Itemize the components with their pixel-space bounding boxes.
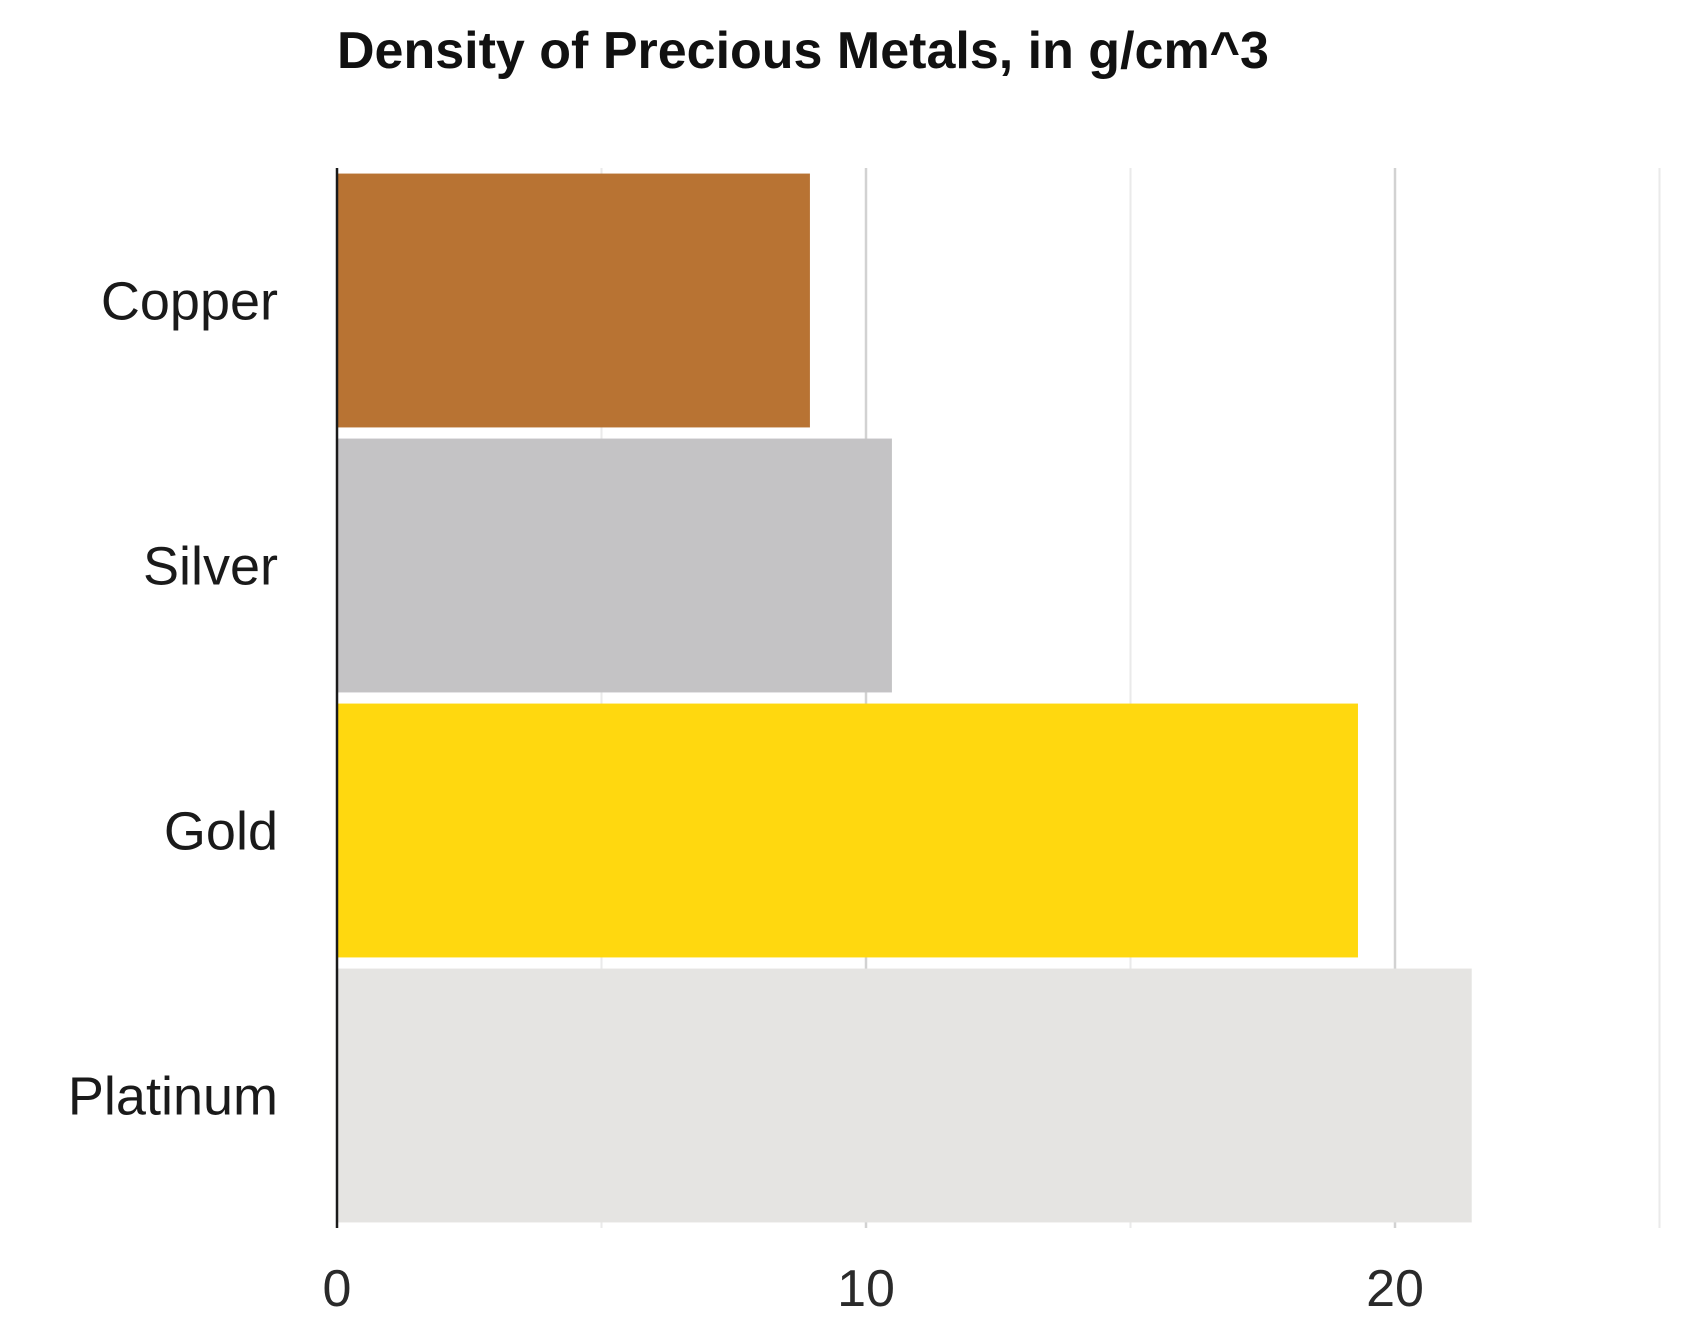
- bar-silver: [337, 438, 892, 693]
- x-tick-label-20: 20: [1366, 1260, 1424, 1318]
- bar-gold: [337, 703, 1358, 958]
- bars: [337, 173, 1472, 1223]
- category-label-gold: Gold: [164, 802, 278, 862]
- bar-platinum: [337, 968, 1472, 1223]
- x-tick-label-10: 10: [837, 1260, 895, 1318]
- labels: Copper Silver Gold Platinum 0 10 20: [68, 272, 1424, 1319]
- chart-title: Density of Precious Metals, in g/cm^3: [337, 22, 1269, 80]
- bar-copper: [337, 173, 810, 428]
- category-label-copper: Copper: [101, 272, 278, 332]
- category-label-platinum: Platinum: [68, 1067, 278, 1127]
- x-tick-label-0: 0: [323, 1260, 352, 1318]
- category-label-silver: Silver: [143, 537, 278, 597]
